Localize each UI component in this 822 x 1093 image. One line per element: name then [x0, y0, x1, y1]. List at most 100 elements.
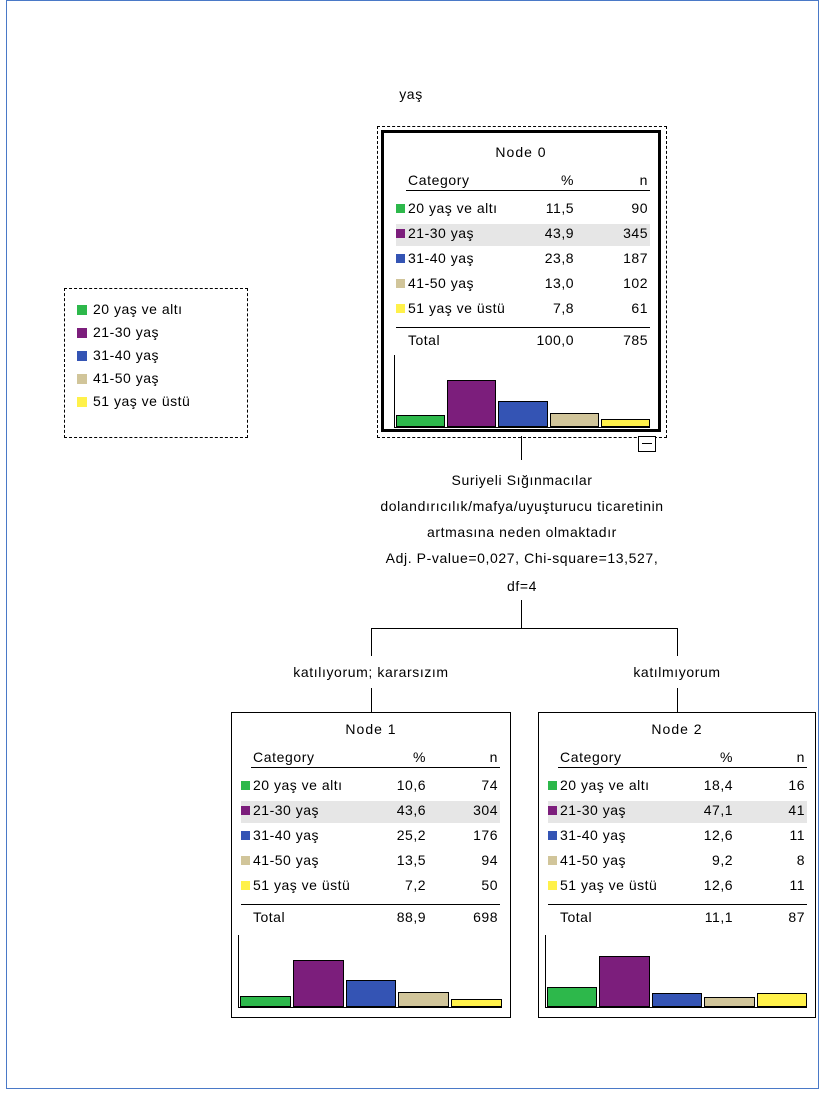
category-swatch-51-ya-ve-st — [396, 304, 405, 313]
row-percent: 47,1 — [703, 802, 733, 818]
connector-node0-down — [521, 436, 522, 460]
total-percent: 100,0 — [536, 332, 574, 348]
connector-right-branch — [677, 628, 678, 656]
row-category: 20 yaş ve altı — [560, 777, 650, 793]
category-legend: 20 yaş ve altı 21-30 yaş 31-40 yaş 41-50 ya… — [64, 288, 248, 438]
connector-stats-down — [521, 600, 522, 628]
row-percent: 43,6 — [396, 802, 426, 818]
header-underline — [558, 767, 807, 768]
node-0[interactable]: Node 0 Category% n 20 yaş ve altı 11,5 90 21-3… — [381, 130, 661, 432]
row-percent: 13,5 — [396, 852, 426, 868]
connector-left-branch — [371, 628, 372, 656]
node-title: Node 1 — [345, 721, 397, 737]
split-stats-line-1: Adj. P-value=0,027, Chi-square=13,527, — [385, 550, 659, 566]
header-underline — [251, 767, 500, 768]
row-n: 50 — [481, 877, 498, 893]
category-swatch-21-30-ya — [548, 806, 557, 815]
row-n: 74 — [481, 777, 498, 793]
dependent-variable-label: yaş — [399, 86, 423, 102]
header-category: Category — [253, 749, 315, 765]
row-percent: 9,2 — [712, 852, 733, 868]
total-separator — [396, 327, 650, 328]
legend-item: 21-30 yaş — [77, 324, 159, 340]
row-percent: 13,0 — [544, 275, 574, 291]
node-2[interactable]: Node 2 Category% n 20 yaş ve altı 18,4 16 21-3… — [538, 712, 816, 1018]
row-category: 20 yaş ve altı — [253, 777, 343, 793]
bar-chart-y-axis — [394, 355, 395, 427]
row-category: 21-30 yaş — [560, 802, 626, 818]
row-percent: 7,2 — [405, 877, 426, 893]
legend-item: 51 yaş ve üstü — [77, 393, 190, 409]
row-n: 11 — [789, 877, 805, 893]
header-n: n — [639, 172, 648, 188]
bar-31-40-ya — [651, 993, 703, 1007]
header-percent: % — [560, 172, 574, 188]
bar-20-ya-ve-alt — [547, 987, 598, 1007]
header-category: Category — [408, 172, 470, 188]
row-category: 21-30 yaş — [408, 225, 474, 241]
connector-left-to-node1 — [371, 688, 372, 712]
connector-branch-bar — [371, 628, 677, 629]
row-n: 90 — [631, 200, 648, 216]
collapse-toggle[interactable] — [638, 436, 656, 452]
row-category: 51 yaş ve üstü — [408, 300, 506, 316]
category-swatch-41-50-ya — [241, 856, 250, 865]
legend-label: 20 yaş ve altı — [93, 301, 183, 317]
legend-swatch-31-40-ya — [77, 351, 87, 361]
total-n: 698 — [473, 909, 498, 925]
row-percent: 12,6 — [703, 827, 733, 843]
category-swatch-21-30-ya — [241, 806, 250, 815]
legend-swatch-51-ya-ve-st — [77, 397, 87, 407]
header-category: Category — [560, 749, 622, 765]
legend-label: 31-40 yaş — [93, 347, 159, 363]
total-n: 785 — [623, 332, 648, 348]
header-n: n — [796, 749, 805, 765]
total-label: Total — [253, 909, 286, 925]
row-n: 11 — [789, 827, 805, 843]
table-row — [548, 801, 807, 823]
bar-51-ya-ve-st — [756, 993, 807, 1007]
legend-label: 21-30 yaş — [93, 324, 159, 340]
total-percent: 11,1 — [704, 909, 733, 925]
row-n: 345 — [623, 225, 648, 241]
row-percent: 25,2 — [396, 827, 426, 843]
category-swatch-20-ya-ve-alt — [548, 781, 557, 790]
legend-label: 41-50 yaş — [93, 370, 159, 386]
table-row — [396, 224, 650, 246]
bar-chart-y-axis — [238, 935, 239, 1007]
total-percent: 88,9 — [396, 909, 426, 925]
category-swatch-21-30-ya — [396, 229, 405, 238]
row-n: 94 — [481, 852, 498, 868]
total-label: Total — [560, 909, 593, 925]
bar-51-ya-ve-st — [451, 999, 502, 1007]
bar-31-40-ya — [498, 401, 548, 427]
bar-21-30-ya — [447, 379, 497, 427]
node-title: Node 0 — [495, 144, 547, 160]
bar-21-30-ya — [292, 959, 344, 1007]
row-percent: 18,4 — [703, 777, 733, 793]
branch-label-left: katılıyorum; kararsızım — [293, 664, 449, 680]
bar-chart-y-axis — [545, 935, 546, 1007]
row-percent: 12,6 — [703, 877, 733, 893]
category-swatch-51-ya-ve-st — [241, 881, 250, 890]
category-swatch-41-50-ya — [548, 856, 557, 865]
category-swatch-31-40-ya — [548, 831, 557, 840]
connector-right-to-node2 — [677, 688, 678, 712]
row-n: 8 — [796, 852, 805, 868]
legend-item: 41-50 yaş — [77, 370, 159, 386]
node-1[interactable]: Node 1 Category% n 20 yaş ve altı 10,6 74 21-3… — [231, 712, 511, 1018]
legend-swatch-21-30-ya — [77, 328, 87, 338]
total-n: 87 — [788, 909, 805, 925]
node-title: Node 2 — [651, 721, 703, 737]
legend-item: 31-40 yaş — [77, 347, 159, 363]
row-n: 61 — [631, 300, 648, 316]
row-percent: 10,6 — [396, 777, 426, 793]
row-percent: 7,8 — [553, 300, 574, 316]
header-underline — [406, 190, 650, 191]
row-percent: 43,9 — [544, 225, 574, 241]
bar-20-ya-ve-alt — [240, 995, 291, 1007]
row-n: 16 — [788, 777, 805, 793]
legend-item: 20 yaş ve altı — [77, 301, 183, 317]
bar-21-30-ya — [599, 956, 650, 1007]
row-category: 31-40 yaş — [408, 250, 474, 266]
